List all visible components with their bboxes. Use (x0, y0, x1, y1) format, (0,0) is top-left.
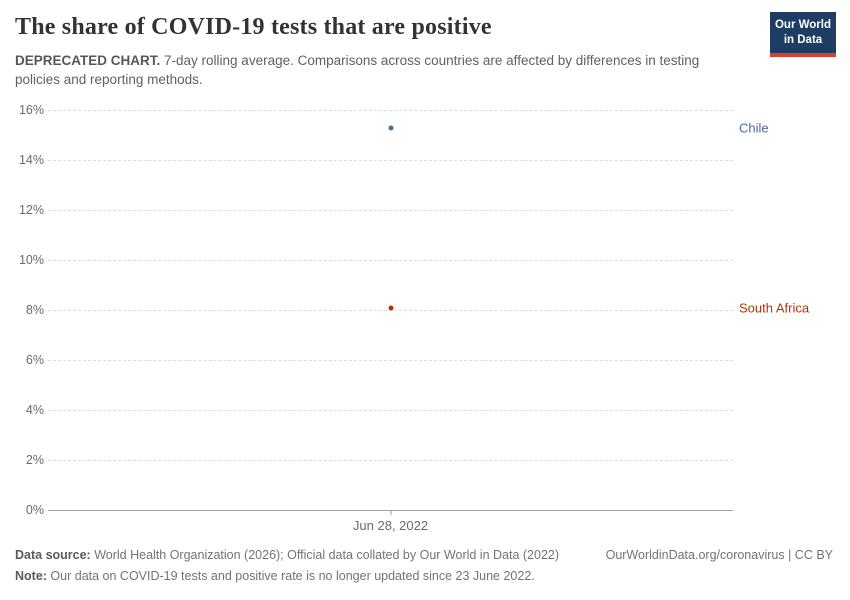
note-text: Our data on COVID-19 tests and positive … (46, 569, 535, 583)
data-source-line: Data source: World Health Organization (… (15, 548, 559, 562)
y-axis-tick-label: 4% (25, 403, 44, 417)
y-axis-tick-label: 10% (18, 253, 44, 267)
owid-link[interactable]: OurWorldinData.org/coronavirus | CC BY (605, 548, 833, 562)
x-axis-tick-label: Jun 28, 2022 (352, 518, 429, 533)
y-axis-tick-label: 8% (25, 303, 44, 317)
chart-subtitle: DEPRECATED CHART. 7-day rolling average.… (15, 52, 715, 89)
gridline (48, 410, 733, 411)
gridline (48, 310, 733, 311)
owid-logo-line2: in Data (783, 33, 823, 46)
chart-note: Note: Our data on COVID-19 tests and pos… (15, 569, 833, 583)
y-axis-tick-label: 14% (18, 153, 44, 167)
chart-footer: Data source: World Health Organization (… (15, 548, 833, 562)
owid-logo[interactable]: Our World in Data (770, 12, 836, 57)
entity-label-south-africa: South Africa (739, 300, 810, 315)
deprecated-badge-text: DEPRECATED CHART. (15, 53, 161, 68)
data-point-chile (388, 125, 393, 130)
gridline (48, 360, 733, 361)
note-label: Note: (15, 569, 47, 583)
y-axis-tick-label: 6% (25, 353, 44, 367)
chart-subtitle-text: 7-day rolling average. Comparisons acros… (15, 53, 700, 87)
gridline (48, 210, 733, 211)
y-axis-tick-label: 2% (25, 453, 44, 467)
data-source-text: World Health Organization (2026); Offici… (90, 548, 560, 562)
data-point-south-africa (388, 305, 393, 310)
entity-label-chile: Chile (739, 120, 769, 135)
gridline (48, 110, 733, 111)
page-title: The share of COVID-19 tests that are pos… (15, 14, 492, 40)
gridline (48, 260, 733, 261)
plot-area: Jun 28, 2022 (48, 110, 733, 533)
gridline (48, 460, 733, 461)
gridline (48, 160, 733, 161)
data-source-label: Data source: (15, 548, 91, 562)
entity-labels: Chile South Africa (739, 110, 849, 510)
y-axis-tick-label: 12% (18, 203, 44, 217)
y-axis-labels: 0% 2% 4% 6% 8% 10% 12% 14% 16% (0, 103, 44, 517)
y-axis-tick-label: 16% (18, 103, 44, 117)
x-axis-tick (390, 510, 391, 515)
owid-logo-line1: Our World (774, 19, 831, 31)
y-axis-tick-label: 0% (25, 503, 44, 517)
